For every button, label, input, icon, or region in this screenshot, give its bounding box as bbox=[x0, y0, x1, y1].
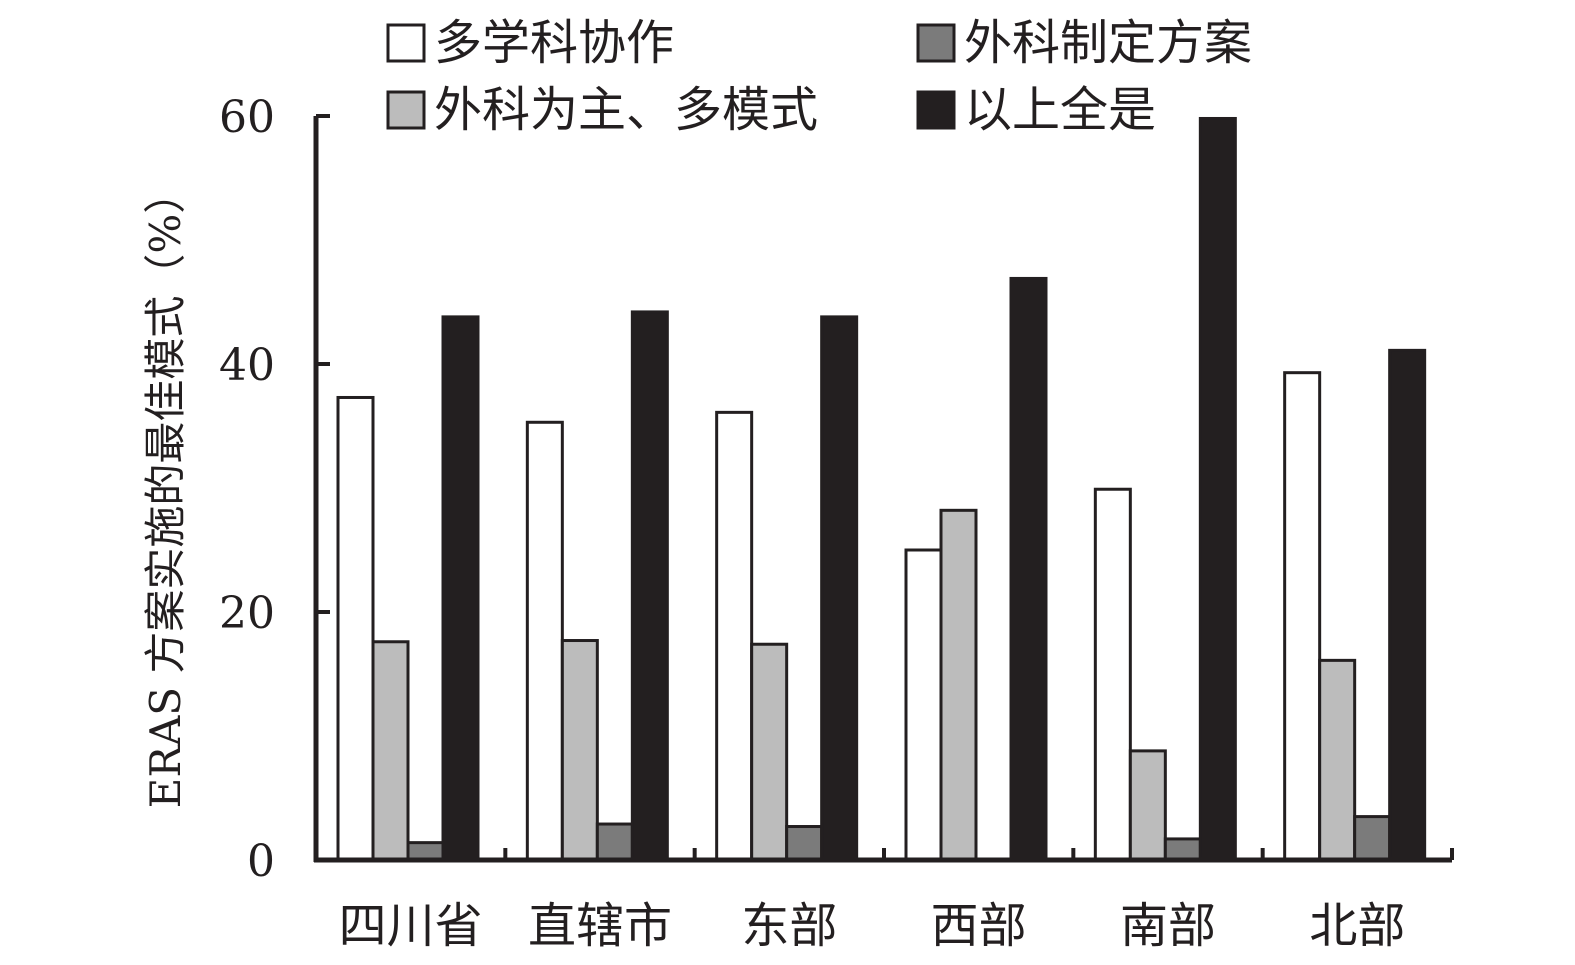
bar-5-1 bbox=[1093, 487, 1132, 862]
legend-swatch-1 bbox=[386, 23, 426, 63]
legend-label-4: 以上全是 bbox=[964, 82, 1156, 138]
legend-label-1: 多学科协作 bbox=[434, 15, 674, 71]
legend-label-3: 外科为主、多模式 bbox=[434, 82, 818, 138]
y-tick-label-2: 40 bbox=[219, 340, 275, 391]
bar-1-2 bbox=[371, 640, 410, 862]
bar-6-2 bbox=[1318, 658, 1357, 862]
bar-5-4 bbox=[1198, 116, 1237, 862]
legend-swatch-4 bbox=[916, 90, 956, 130]
category-label-2: 直辖市 bbox=[528, 898, 672, 954]
bar-3-1 bbox=[715, 410, 754, 862]
category-labels: 四川省 直辖市 东部 西部 南部 北部 bbox=[339, 898, 1406, 954]
bar-5-2 bbox=[1128, 749, 1167, 862]
legend-label-2: 外科制定方案 bbox=[964, 15, 1252, 71]
bars bbox=[336, 116, 1427, 862]
y-tick-label-3: 60 bbox=[219, 92, 275, 143]
y-tick-label-1: 20 bbox=[219, 588, 275, 639]
bar-3-2 bbox=[750, 642, 789, 862]
bar-3-3 bbox=[785, 825, 824, 862]
category-label-4: 西部 bbox=[931, 898, 1027, 954]
bar-4-1 bbox=[904, 548, 943, 862]
category-label-1: 四川省 bbox=[339, 898, 483, 954]
bar-6-1 bbox=[1283, 371, 1322, 862]
axes bbox=[313, 116, 1454, 863]
bar-4-2 bbox=[939, 508, 978, 862]
category-label-6: 北部 bbox=[1309, 898, 1405, 954]
y-ticks: 0 20 40 60 bbox=[219, 92, 330, 887]
legend-swatch-2 bbox=[916, 23, 956, 63]
bar-5-3 bbox=[1163, 837, 1202, 862]
bar-2-1 bbox=[525, 420, 564, 862]
category-label-5: 南部 bbox=[1120, 898, 1216, 954]
bar-2-4 bbox=[630, 310, 669, 862]
bar-1-3 bbox=[406, 841, 445, 862]
legend-swatch-3 bbox=[386, 90, 426, 130]
category-label-3: 东部 bbox=[741, 898, 837, 954]
bar-4-4 bbox=[1009, 276, 1048, 862]
bar-1-1 bbox=[336, 395, 375, 862]
y-axis-label: ERAS 方案实施的最佳模式（%） bbox=[141, 172, 190, 809]
bar-3-4 bbox=[820, 315, 859, 862]
bar-2-3 bbox=[595, 822, 634, 862]
bar-6-3 bbox=[1353, 815, 1392, 862]
bar-6-4 bbox=[1388, 348, 1427, 862]
bar-1-4 bbox=[441, 315, 480, 862]
y-tick-label-0: 0 bbox=[247, 836, 275, 887]
bar-2-2 bbox=[560, 639, 599, 862]
